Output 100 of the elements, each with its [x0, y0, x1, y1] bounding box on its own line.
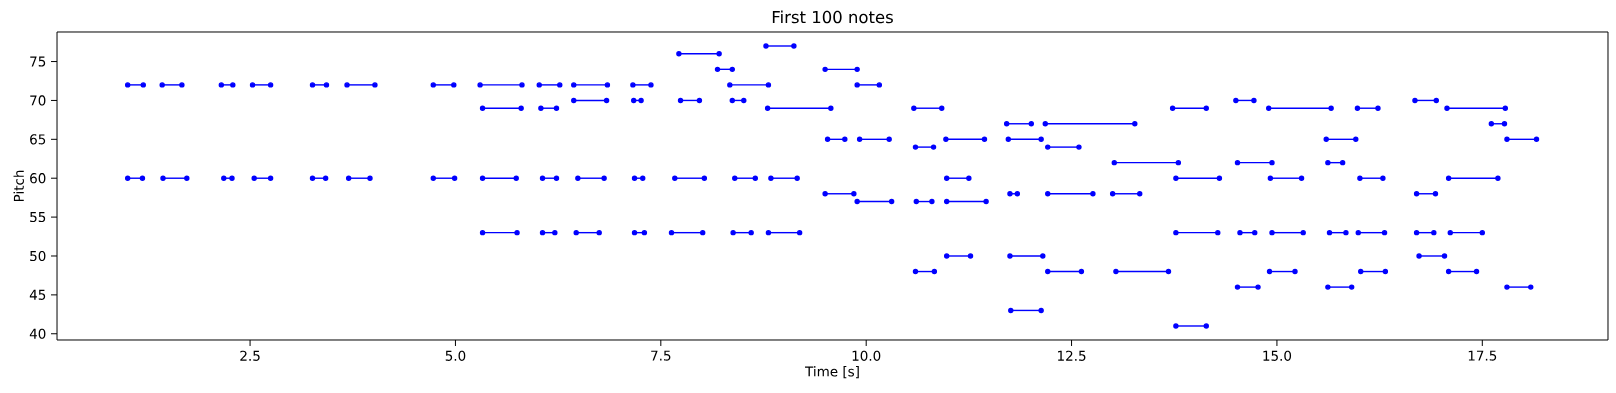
point [344, 82, 350, 88]
point [1111, 159, 1117, 166]
point [571, 97, 577, 104]
point [1375, 105, 1381, 111]
point [1234, 284, 1241, 290]
point [367, 175, 373, 181]
point [451, 175, 458, 181]
point [981, 136, 988, 143]
x-tick-label: 2.5 [240, 350, 260, 361]
point [768, 175, 774, 181]
x-tick-label: 17.5 [1468, 350, 1497, 361]
point [1090, 191, 1096, 197]
point [230, 82, 236, 88]
x-tick-label: 15.0 [1263, 350, 1292, 361]
point [221, 175, 227, 181]
point [851, 191, 857, 197]
point [1416, 253, 1422, 259]
x-tick-label: 12.5 [1058, 350, 1086, 361]
point [765, 229, 772, 236]
point [943, 198, 950, 205]
point [943, 136, 949, 143]
point [1502, 105, 1508, 111]
point [672, 175, 678, 181]
point [1255, 284, 1261, 290]
point [124, 82, 131, 88]
point [631, 229, 638, 236]
point [309, 175, 316, 181]
point [514, 229, 520, 236]
y-tick-label: 50 [30, 250, 46, 262]
point [1203, 105, 1209, 111]
point [1445, 175, 1452, 181]
point [1444, 105, 1450, 111]
point [477, 82, 483, 88]
point [1169, 105, 1176, 111]
point [1040, 253, 1046, 259]
point [763, 43, 769, 49]
y-tick-label: 55 [30, 212, 46, 223]
point [1165, 268, 1172, 275]
point [1479, 229, 1485, 236]
point [1007, 253, 1013, 259]
point [372, 82, 378, 88]
point [601, 175, 607, 181]
point [912, 268, 919, 275]
x-axis-title: Time [s] [805, 366, 859, 379]
point [1413, 229, 1420, 236]
point [854, 66, 860, 73]
point [1269, 159, 1275, 166]
point [983, 198, 989, 205]
point [1109, 191, 1116, 197]
point [1007, 191, 1013, 197]
point [765, 82, 772, 88]
point [1045, 191, 1051, 197]
point [641, 229, 648, 236]
y-tick-label: 75 [30, 56, 46, 67]
point [604, 82, 611, 88]
point [741, 97, 747, 104]
point [1300, 229, 1306, 236]
point [1326, 229, 1333, 236]
point [1339, 159, 1346, 166]
point [557, 82, 563, 88]
point [876, 82, 883, 88]
point [1266, 105, 1272, 111]
point [1447, 229, 1453, 236]
point [939, 105, 945, 111]
chart-title: First 100 notes [772, 10, 893, 24]
point [1358, 268, 1364, 275]
point [929, 198, 935, 205]
point [159, 82, 165, 88]
point [943, 175, 950, 181]
point [518, 105, 524, 111]
y-tick-label: 60 [30, 173, 46, 184]
point [1325, 284, 1331, 290]
point [943, 253, 950, 259]
x-tick-label: 10.0 [852, 350, 881, 361]
point [1501, 121, 1508, 127]
point [309, 82, 316, 88]
point [631, 97, 637, 104]
point [1113, 268, 1119, 275]
point [701, 175, 708, 181]
point [888, 198, 895, 205]
point [1432, 191, 1439, 197]
point [345, 175, 352, 181]
y-tick-label: 65 [30, 134, 46, 145]
point [676, 51, 682, 57]
point [828, 105, 834, 111]
point [1269, 229, 1275, 236]
point [1528, 284, 1534, 290]
point [1137, 191, 1143, 197]
point [160, 175, 166, 181]
point [1233, 97, 1239, 104]
point [538, 105, 544, 111]
point [1533, 136, 1540, 143]
point [729, 66, 735, 73]
point [1003, 121, 1010, 127]
point [536, 82, 542, 88]
point [696, 97, 703, 104]
point [1234, 159, 1241, 166]
point [1433, 97, 1439, 104]
point [479, 105, 486, 111]
point [479, 175, 486, 181]
